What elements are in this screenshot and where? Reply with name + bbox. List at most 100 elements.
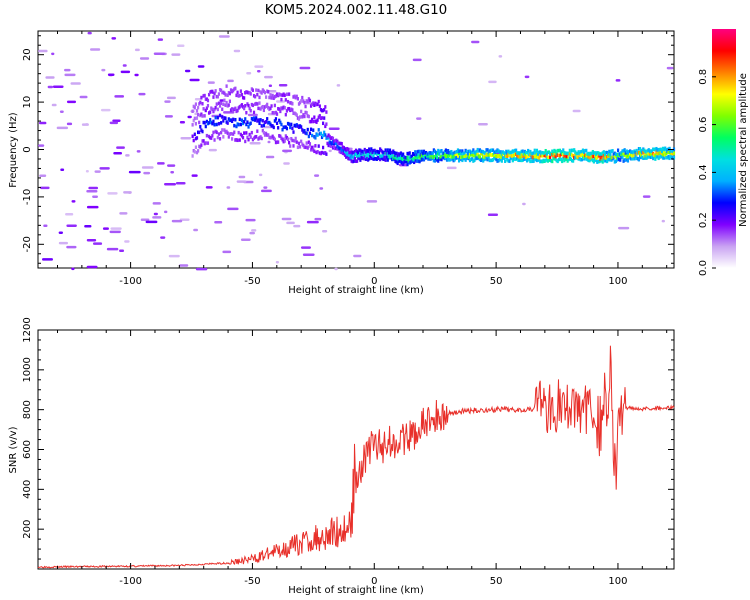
spectrogram-cell bbox=[444, 148, 448, 152]
spectrogram-cell bbox=[39, 121, 47, 125]
spectrogram-cell bbox=[328, 134, 331, 139]
spectrogram-y-ticks: -20 -10 0 10 20 bbox=[22, 35, 674, 264]
spectrogram-cell bbox=[325, 122, 328, 126]
spectrogram-cell bbox=[191, 109, 194, 114]
spectrogram-cell bbox=[615, 79, 621, 82]
spectrogram-cell bbox=[600, 155, 603, 159]
spectrogram-cell bbox=[478, 155, 482, 159]
spectrogram-cell bbox=[437, 159, 440, 163]
spectrogram-cell bbox=[237, 122, 240, 127]
spectrogram-cell bbox=[220, 121, 223, 125]
spectrogram-cell bbox=[111, 37, 117, 40]
spectrogram-cell bbox=[640, 148, 643, 153]
spectrogram-cell bbox=[245, 218, 256, 222]
spectrogram-cell bbox=[373, 148, 376, 153]
spectrogram-cell bbox=[134, 48, 140, 52]
spectrogram-cell bbox=[51, 52, 55, 56]
spectrogram-cell bbox=[213, 138, 216, 142]
spectrogram-cell bbox=[314, 144, 317, 148]
spectrogram-cell bbox=[258, 95, 261, 100]
spectrogram-cell bbox=[216, 107, 219, 112]
spectrogram-cell bbox=[277, 126, 280, 130]
spectrogram-cell bbox=[261, 128, 264, 133]
y-tick-label: 800 bbox=[22, 400, 33, 419]
spectrogram-cell bbox=[529, 159, 532, 164]
spectrogram-cell bbox=[213, 91, 216, 96]
y-tick-label: 20 bbox=[22, 48, 33, 61]
spectrogram-cell bbox=[671, 149, 675, 153]
spectrogram-cell bbox=[440, 157, 443, 162]
spectrogram-cell bbox=[260, 91, 263, 95]
colorbar-ticks: 0.0 0.2 0.4 0.6 0.8 bbox=[698, 69, 716, 276]
spectrogram-cell bbox=[261, 104, 264, 109]
spectrogram-cell bbox=[243, 96, 246, 100]
spectrogram-cell bbox=[613, 154, 616, 159]
spectrogram-cell bbox=[66, 100, 77, 104]
spectrogram-cell bbox=[364, 157, 367, 161]
spectrogram-cell bbox=[214, 221, 223, 224]
spectrogram-cell bbox=[99, 167, 110, 170]
spectrogram-cell bbox=[309, 148, 313, 152]
spectrogram-cell bbox=[532, 151, 535, 155]
spectrogram-cell bbox=[413, 152, 416, 157]
spectrogram-cell bbox=[504, 159, 507, 163]
spectrogram-cell bbox=[336, 84, 341, 87]
spectrogram-cell bbox=[277, 140, 280, 144]
spectrogram-cell bbox=[42, 258, 53, 261]
spectrogram-cell bbox=[353, 156, 357, 161]
spectrogram-cell bbox=[385, 155, 388, 159]
spectrogram-cell bbox=[281, 127, 284, 132]
spectrogram-cell bbox=[212, 109, 215, 114]
spectrogram-cell bbox=[286, 221, 295, 225]
spectrogram-cell bbox=[227, 135, 230, 139]
spectrogram-cell bbox=[280, 122, 283, 127]
spectrogram-cell bbox=[305, 111, 308, 115]
spectrogram-cell bbox=[279, 120, 282, 125]
spectrogram-cell bbox=[200, 95, 203, 100]
spectrogram-cell bbox=[288, 122, 291, 126]
spectrogram-cell bbox=[323, 108, 326, 112]
spectrogram-cell bbox=[291, 102, 294, 106]
spectrogram-cell bbox=[270, 96, 273, 100]
spectrogram-cell bbox=[366, 200, 378, 203]
spectrogram-cell bbox=[254, 65, 264, 68]
spectrogram-cell bbox=[212, 95, 215, 99]
spectrogram-cell bbox=[269, 106, 272, 111]
spectrogram-cell bbox=[138, 92, 146, 96]
spectrogram-cell bbox=[240, 118, 244, 122]
spectrogram-cell bbox=[562, 148, 565, 152]
spectrogram-cell bbox=[145, 220, 158, 224]
spectrogram-cell bbox=[197, 149, 200, 153]
spectrogram-cell bbox=[283, 139, 286, 143]
spectrogram-cell bbox=[254, 118, 257, 122]
spectrogram-cell bbox=[418, 149, 421, 154]
spectrogram-cell bbox=[247, 137, 250, 142]
spectrogram-cell bbox=[546, 159, 549, 163]
spectrogram-cell bbox=[368, 147, 371, 151]
spectrogram-cell bbox=[572, 154, 575, 158]
spectrogram-cell bbox=[324, 105, 327, 109]
spectrogram-cell bbox=[226, 121, 229, 125]
spectrogram-cell bbox=[534, 151, 537, 155]
spectrogram-cell bbox=[559, 157, 563, 162]
spectrogram-cell bbox=[157, 38, 164, 41]
spectrogram-cell bbox=[447, 149, 450, 153]
spectrogram-cell bbox=[311, 117, 314, 122]
x-tick-label: -50 bbox=[244, 276, 260, 287]
spectrogram-cell bbox=[225, 84, 228, 88]
spectrogram-cell bbox=[279, 109, 282, 114]
spectrogram-cell bbox=[660, 149, 664, 154]
y-tick-label: 0 bbox=[22, 146, 33, 152]
spectrogram-cell bbox=[258, 121, 261, 126]
spectrogram-cell bbox=[207, 81, 215, 84]
spectrogram-cell bbox=[387, 151, 390, 155]
spectrogram-cell bbox=[393, 151, 396, 155]
spectrogram-cell bbox=[565, 154, 568, 159]
spectrogram-cell bbox=[71, 267, 75, 271]
spectrogram-cell bbox=[38, 49, 48, 53]
spectrogram-cell bbox=[160, 236, 166, 239]
spectrogram-cell bbox=[635, 148, 638, 153]
spectrogram-cell bbox=[64, 68, 71, 72]
spectrogram-cell bbox=[395, 151, 398, 156]
spectrogram-cell bbox=[307, 134, 310, 139]
